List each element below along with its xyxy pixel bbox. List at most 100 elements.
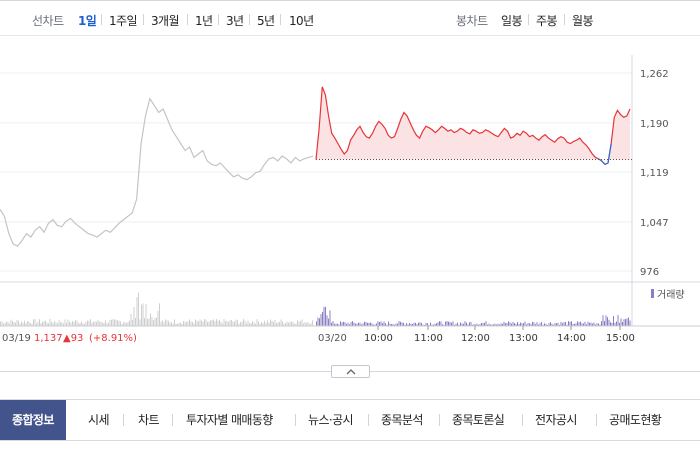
volume-bar bbox=[6, 321, 7, 326]
volume-bar bbox=[135, 318, 136, 326]
volume-bar bbox=[337, 323, 338, 326]
volume-bar bbox=[295, 323, 297, 326]
volume-bar bbox=[343, 321, 344, 326]
tab-chart[interactable]: 차트 bbox=[138, 413, 159, 427]
volume-bar bbox=[45, 320, 46, 326]
volume-bar bbox=[130, 314, 132, 326]
volume-bar bbox=[18, 320, 19, 326]
volume-bar bbox=[127, 322, 129, 326]
tab-electronic-disclosure[interactable]: 전자공시 bbox=[535, 413, 577, 427]
volume-bar bbox=[497, 323, 499, 326]
volume-bar bbox=[163, 322, 165, 326]
volume-bar bbox=[589, 322, 590, 326]
volume-bar bbox=[424, 324, 425, 326]
period-1day-button[interactable]: 1일 bbox=[78, 14, 97, 28]
volume-bar bbox=[181, 323, 183, 326]
period-1week-button[interactable]: 1주일 bbox=[109, 14, 138, 28]
above-reference-fill bbox=[316, 86, 630, 160]
volume-bar bbox=[443, 324, 445, 326]
volume-bar bbox=[322, 311, 323, 326]
volume-bar bbox=[425, 323, 427, 326]
tab-overview[interactable]: 종합정보 bbox=[0, 400, 66, 440]
candle-daily-button[interactable]: 일봉 bbox=[501, 14, 522, 28]
stock-info-tabs: 종합정보 시세 차트 투자자별 매매동향 뉴스·공시 종목분석 종목토론실 전자… bbox=[0, 399, 700, 441]
volume-bar bbox=[253, 322, 255, 326]
period-1year-button[interactable]: 1년 bbox=[195, 14, 213, 28]
volume-bar bbox=[499, 324, 500, 326]
volume-bar bbox=[520, 322, 521, 326]
volume-bar bbox=[364, 321, 365, 326]
volume-bar bbox=[247, 320, 249, 326]
volume-bar bbox=[123, 322, 124, 326]
tab-investor-trading[interactable]: 투자자별 매매동향 bbox=[186, 413, 273, 427]
chevron-up-icon bbox=[346, 369, 356, 375]
volume-bar bbox=[500, 323, 502, 326]
volume-bar bbox=[593, 322, 595, 326]
volume-bar bbox=[300, 321, 301, 326]
volume-bar bbox=[289, 321, 291, 326]
divider bbox=[172, 414, 173, 426]
volume-bar bbox=[87, 320, 88, 326]
prev-change-label: ▲93 bbox=[63, 333, 83, 344]
period-5year-button[interactable]: 5년 bbox=[257, 14, 275, 28]
tab-quotes[interactable]: 시세 bbox=[88, 413, 109, 427]
volume-bar bbox=[547, 324, 548, 326]
volume-bar bbox=[100, 321, 102, 326]
volume-bar bbox=[601, 321, 602, 326]
volume-bar bbox=[344, 322, 346, 326]
period-10year-button[interactable]: 10년 bbox=[289, 14, 314, 28]
volume-bar bbox=[99, 321, 100, 326]
collapse-chart-button[interactable] bbox=[331, 365, 370, 378]
volume-bar bbox=[629, 320, 631, 326]
volume-bar bbox=[413, 322, 415, 326]
volume-bar bbox=[145, 303, 147, 326]
volume-bar bbox=[470, 322, 472, 326]
volume-bar bbox=[554, 323, 556, 326]
volume-bar bbox=[12, 321, 13, 326]
volume-bar bbox=[365, 322, 367, 326]
volume-bar bbox=[234, 321, 235, 326]
volume-bar bbox=[286, 321, 288, 326]
tab-short-selling[interactable]: 공매도현황 bbox=[609, 413, 662, 427]
tab-news-disclosure[interactable]: 뉴스·공시 bbox=[308, 413, 354, 427]
volume-bar bbox=[36, 323, 37, 326]
volume-bar bbox=[503, 321, 505, 326]
tab-analysis[interactable]: 종목분석 bbox=[381, 413, 423, 427]
divider bbox=[596, 414, 597, 426]
volume-bar bbox=[338, 324, 340, 326]
volume-bar bbox=[619, 322, 620, 326]
volume-bar bbox=[7, 321, 9, 326]
volume-bar bbox=[584, 321, 586, 326]
volume-bar bbox=[556, 323, 557, 326]
period-3year-button[interactable]: 3년 bbox=[226, 14, 244, 28]
volume-bar bbox=[202, 321, 204, 326]
volume-bar bbox=[75, 320, 76, 326]
volume-bar bbox=[397, 323, 398, 326]
volume-bar bbox=[279, 321, 280, 326]
volume-bar bbox=[312, 320, 313, 326]
volume-bar bbox=[490, 324, 491, 326]
volume-bar bbox=[533, 322, 535, 326]
volume-bar bbox=[557, 322, 559, 326]
volume-bar bbox=[276, 323, 277, 326]
tab-discussion[interactable]: 종목토론실 bbox=[452, 413, 505, 427]
volume-bar bbox=[409, 323, 410, 326]
volume-bar bbox=[241, 321, 243, 326]
volume-bar bbox=[270, 319, 271, 326]
divider bbox=[218, 14, 219, 25]
volume-bar bbox=[283, 323, 285, 326]
volume-bar bbox=[4, 322, 6, 326]
price-tick-label: 1,119 bbox=[640, 168, 669, 179]
candle-weekly-button[interactable]: 주봉 bbox=[536, 14, 557, 28]
volume-bar bbox=[329, 310, 331, 326]
volume-bar bbox=[15, 322, 16, 326]
candle-monthly-button[interactable]: 월봉 bbox=[572, 14, 593, 28]
volume-bar bbox=[69, 321, 70, 326]
volume-bar bbox=[48, 323, 49, 326]
volume-bar bbox=[267, 320, 268, 326]
period-3month-button[interactable]: 3개월 bbox=[151, 14, 180, 28]
volume-bar bbox=[10, 319, 12, 326]
volume-bar bbox=[55, 322, 57, 326]
volume-bar bbox=[43, 321, 45, 326]
